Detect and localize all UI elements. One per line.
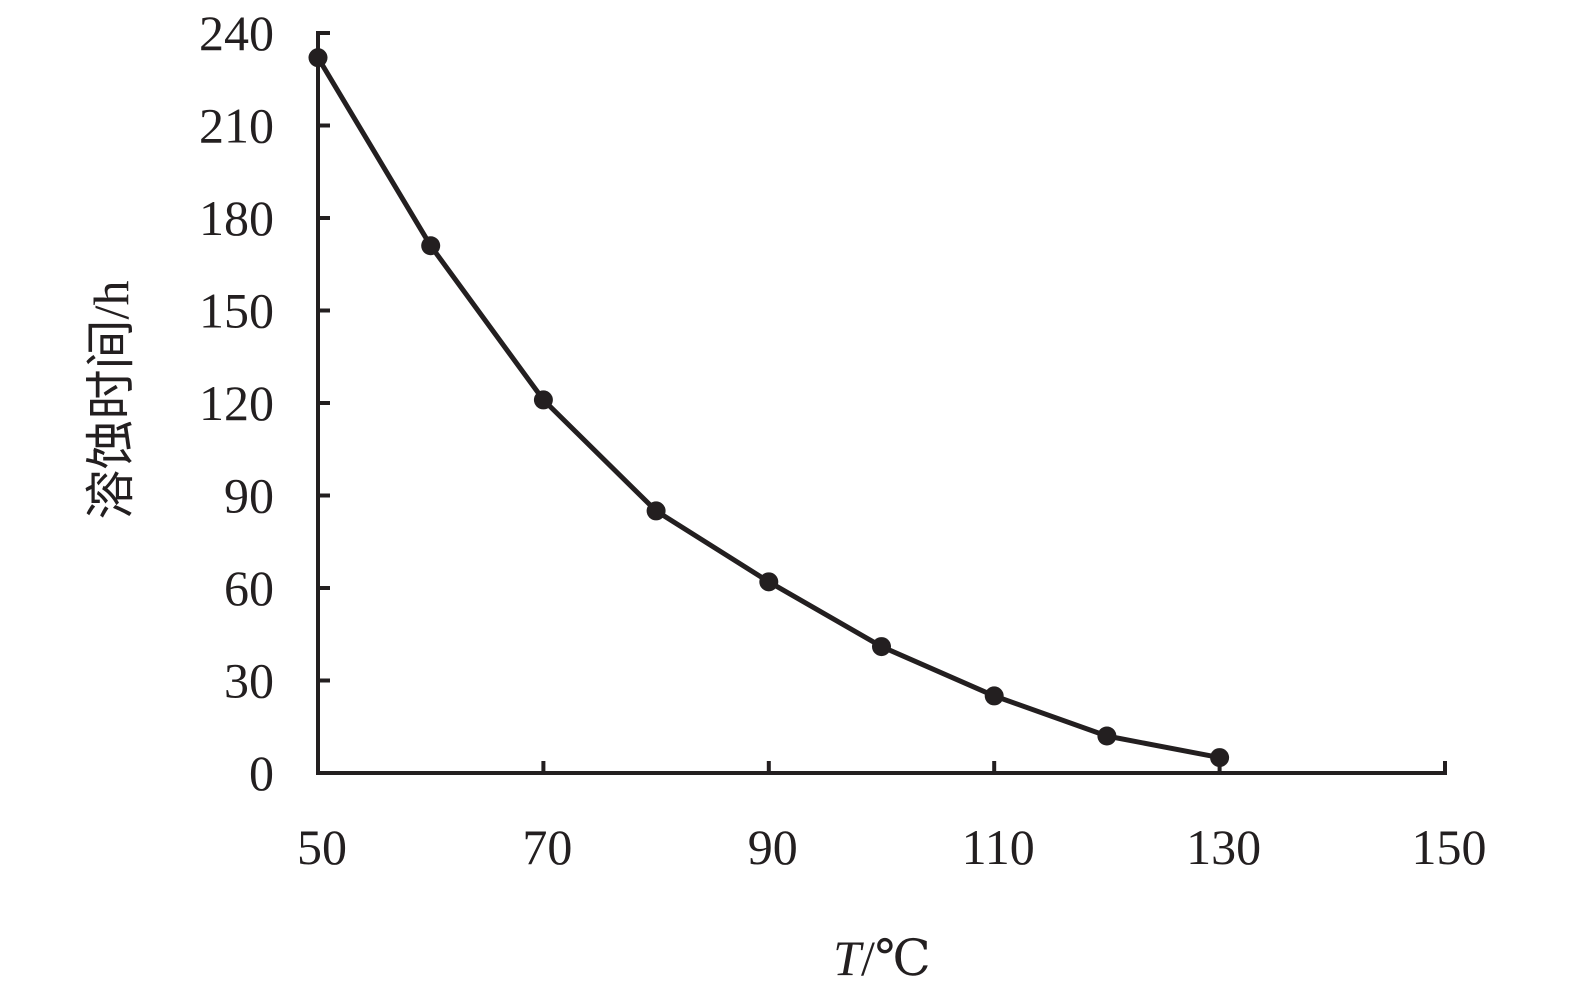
y-tick-label: 240 [199,5,274,61]
series-line [315,56,1221,761]
x-tick-label: 50 [297,819,347,875]
x-axis-title: T/℃ [833,930,931,986]
x-axis-title-variable: T [833,930,864,986]
tick-labels: 0 30 60 90 120 150 180 210 240 50 70 90 110 130 150 [199,5,1487,875]
data-point [759,572,779,592]
y-tick-label: 90 [224,468,274,524]
data-point [872,637,891,657]
x-tick-label: 110 [962,819,1035,875]
x-tick-label: 70 [522,819,572,875]
data-point [421,236,441,256]
y-tick-label: 30 [224,653,274,709]
data-series [308,48,1230,768]
data-point [1097,726,1117,746]
data-point [533,390,553,410]
x-tick-label: 150 [1412,819,1487,875]
y-tick-label: 0 [249,745,274,801]
data-point [984,686,1004,706]
axes [316,31,1447,775]
y-axis-title: 溶蚀时间/h [83,281,139,520]
x-tick-label: 130 [1186,819,1261,875]
data-point [308,48,328,68]
y-tick-label: 180 [199,190,274,246]
x-axis-title-unit: /℃ [861,930,931,986]
x-tick-label: 90 [748,819,798,875]
data-point [1210,748,1230,768]
y-tick-label: 120 [199,375,274,431]
y-tick-label: 60 [224,560,274,616]
y-tick-label: 150 [199,283,274,339]
y-tick-label: 210 [199,98,274,154]
data-point [646,501,666,521]
